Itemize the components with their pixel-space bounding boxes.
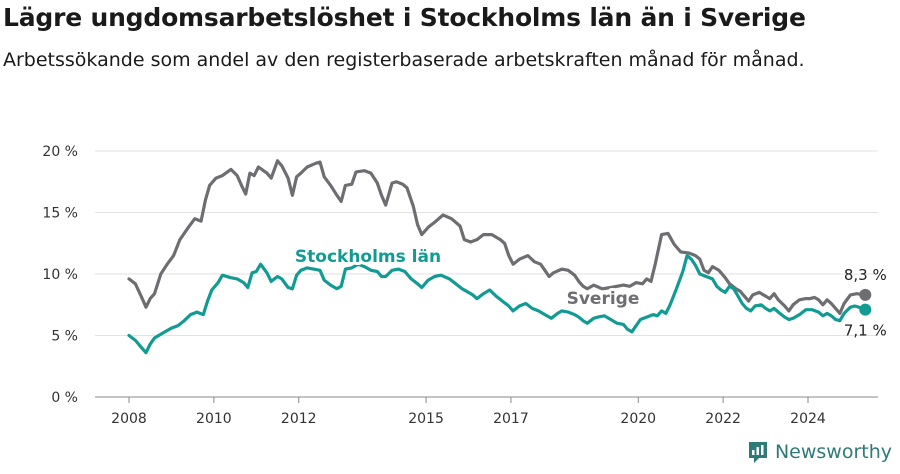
series-label-stockholms-lan: Stockholms län (295, 247, 441, 267)
y-tick-label: 0 % (51, 390, 78, 406)
y-tick-label: 15 % (42, 206, 78, 222)
series-line-sverige (127, 159, 867, 315)
y-tick-label: 20 % (42, 144, 78, 160)
x-tick-label: 2010 (196, 411, 232, 427)
end-label-stockholms-lan: 7,1 % (844, 322, 887, 340)
y-tick-label: 5 % (51, 329, 78, 345)
series-line-stockholms-lan (127, 254, 867, 355)
series-label-sverige: Sverige (567, 289, 640, 309)
page-subtitle: Arbetssökande som andel av den registerb… (3, 49, 805, 71)
x-tick-label: 2017 (493, 411, 529, 427)
end-point-sverige (859, 288, 872, 301)
x-tick-label: 2012 (281, 411, 317, 427)
x-tick-label: 2024 (790, 411, 826, 427)
end-label-sverige: 8,3 % (844, 266, 887, 284)
page-title: Lägre ungdomsarbetslöshet i Stockholms l… (3, 3, 806, 32)
x-tick-label: 2020 (620, 411, 656, 427)
newsworthy-logo-icon (748, 442, 767, 463)
x-tick-label: 2008 (111, 411, 147, 427)
x-tick-label: 2022 (705, 411, 741, 427)
end-point-stockholms-lan (859, 303, 872, 316)
brand: Newsworthy (747, 440, 892, 464)
x-tick-label: 2015 (408, 411, 444, 427)
y-tick-label: 10 % (42, 267, 78, 283)
brand-name: Newsworthy (774, 441, 892, 463)
